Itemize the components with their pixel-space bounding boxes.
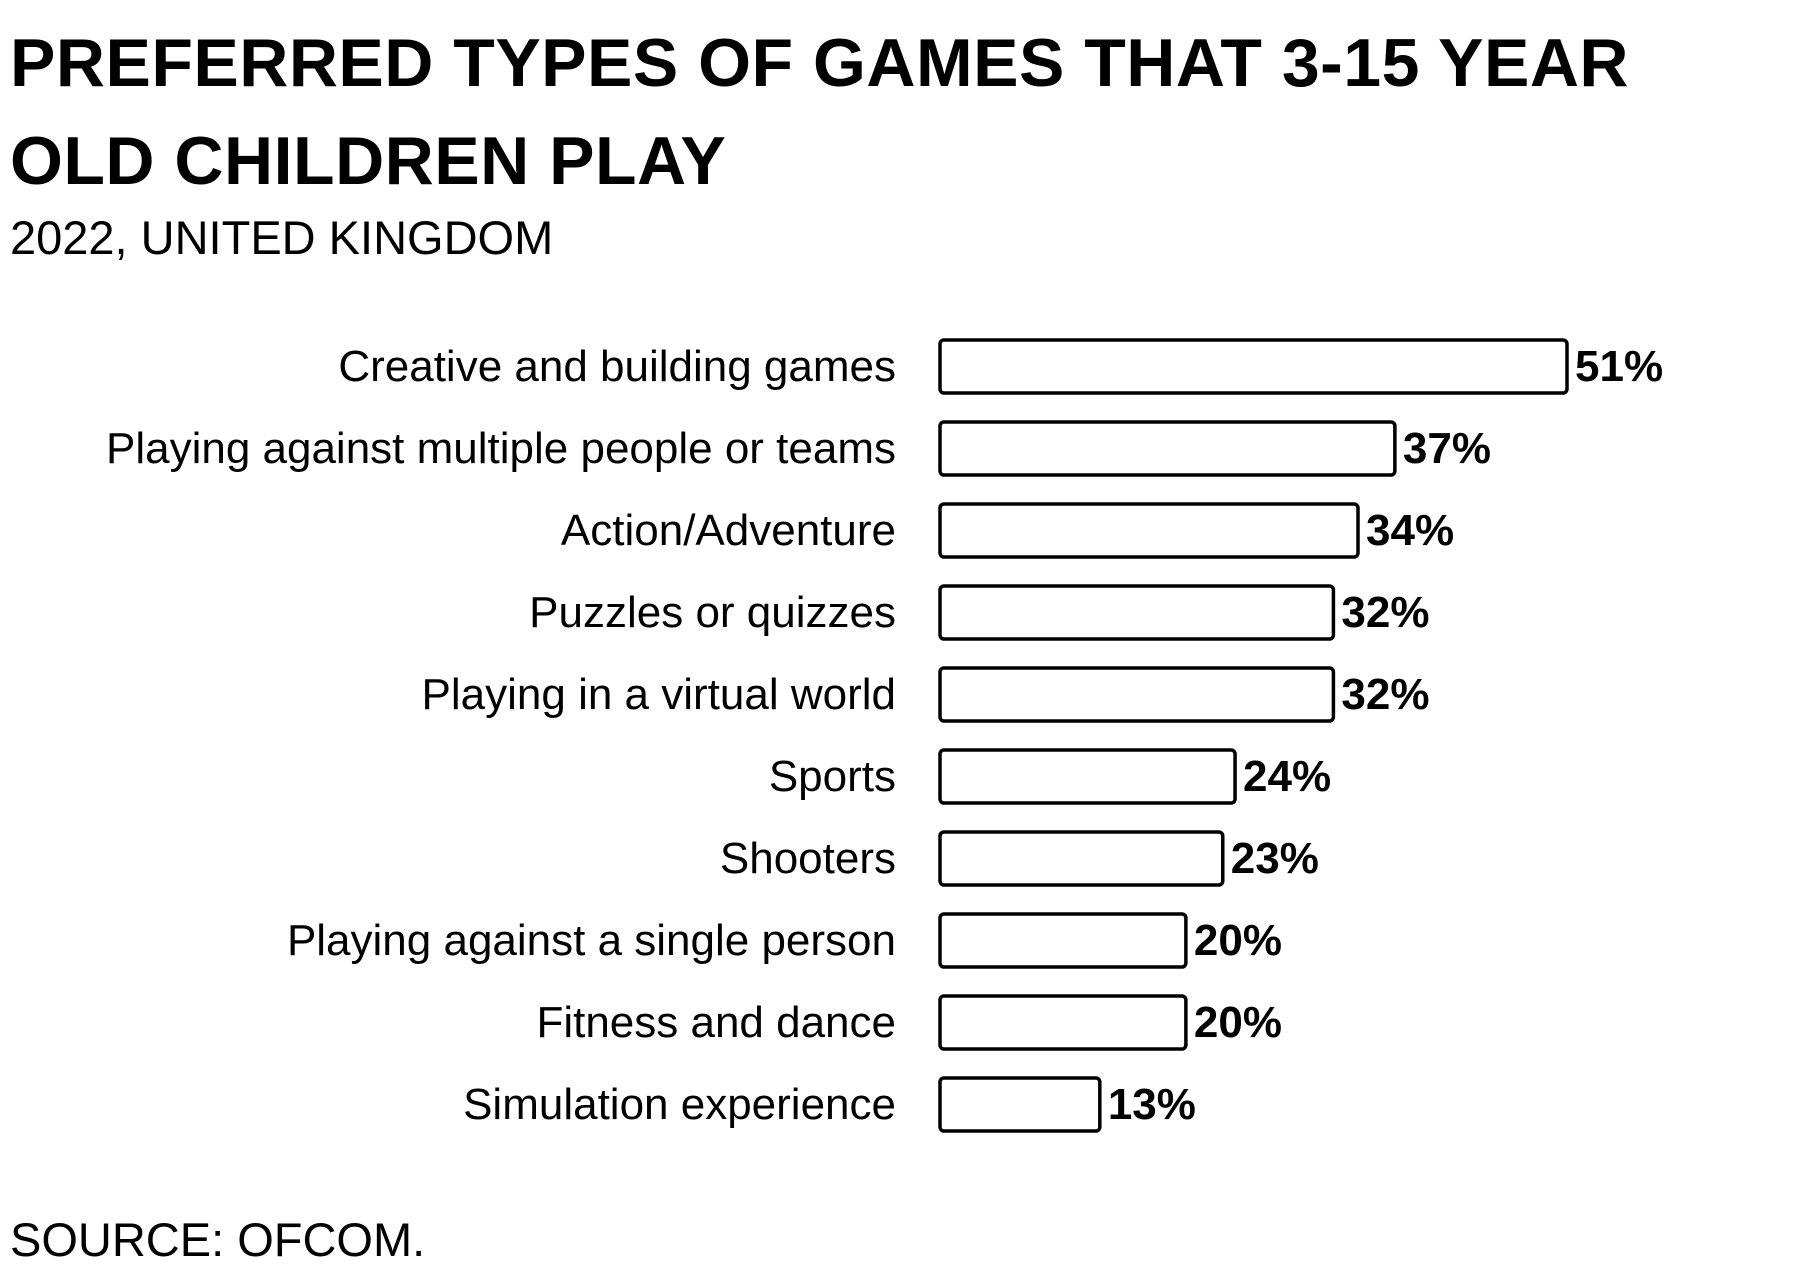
category-label: Fitness and dance [536,998,896,1047]
value-label: 32% [1341,588,1429,637]
bar [938,584,1336,641]
bar [938,1076,1102,1133]
category-label: Playing against a single person [287,916,896,965]
value-label: 24% [1243,752,1331,801]
chart-subtitle: 2022, UNITED KINGDOM [10,211,554,264]
bar [938,994,1188,1051]
bar [938,420,1397,477]
bars [938,338,1569,1133]
category-label: Sports [769,752,896,801]
bar [938,338,1569,395]
bar-chart: Creative and building games Playing again… [0,320,1804,1140]
value-label: 20% [1194,998,1282,1047]
bar [938,666,1336,723]
category-label: Playing against multiple people or teams [106,424,896,473]
value-label: 23% [1231,834,1319,883]
value-label: 34% [1366,506,1454,555]
bar [938,830,1225,887]
category-labels: Creative and building games Playing again… [106,342,896,1129]
category-label: Simulation experience [463,1080,896,1129]
value-label: 37% [1403,424,1491,473]
category-label: Shooters [720,834,896,883]
value-label: 20% [1194,916,1282,965]
value-label: 13% [1108,1080,1196,1129]
bar [938,912,1188,969]
bar [938,748,1237,805]
bar [938,502,1360,559]
category-label: Action/Adventure [561,506,896,555]
chart-title: PREFERRED TYPES OF GAMES THAT 3-15 YEAR … [10,25,1630,199]
source-note: SOURCE: OFCOM. [10,1213,426,1266]
value-label: 51% [1575,342,1663,391]
category-label: Playing in a virtual world [422,670,896,719]
category-label: Puzzles or quizzes [529,588,896,637]
bar-chart-svg: Creative and building games Playing again… [106,338,1663,1133]
category-label: Creative and building games [338,342,896,391]
value-label: 32% [1341,670,1429,719]
value-labels: 51%37%34%32%32%24%23%20%20%13% [1108,342,1663,1129]
